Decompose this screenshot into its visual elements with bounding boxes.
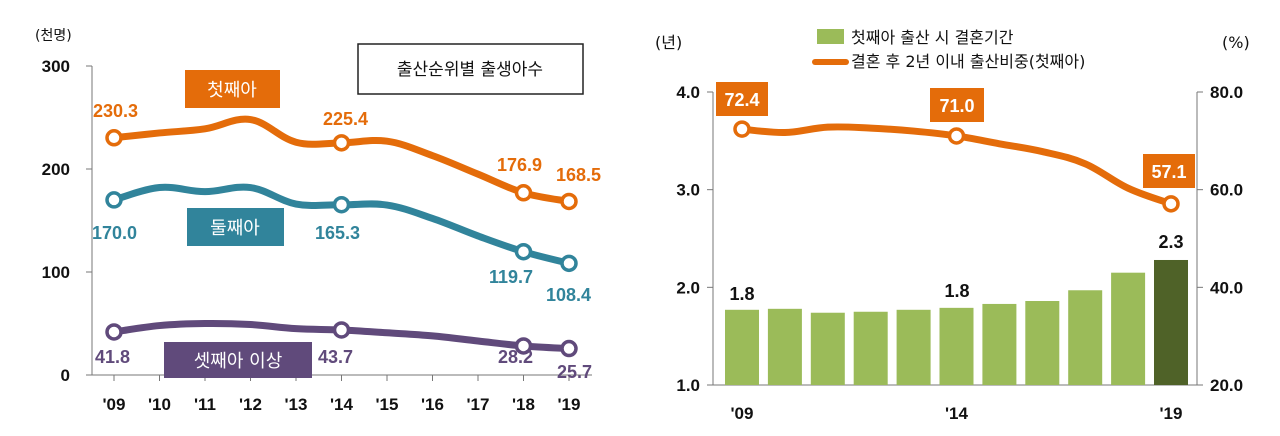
line-data-label: 71.0 <box>939 96 974 116</box>
data-label: 230.3 <box>93 101 138 121</box>
bar <box>1111 272 1146 385</box>
left-title-box <box>357 43 584 95</box>
series-marker <box>560 254 578 273</box>
legend-bar-swatch <box>817 29 844 44</box>
series-marker <box>514 184 533 202</box>
right-line-series <box>733 120 1180 213</box>
left-y-unit: (천명) <box>35 28 72 44</box>
left-x-axis: '09 '10 '11 '12 '13 '14 '15 '16 '17 '18 '19 <box>103 375 581 414</box>
y-right-tick-label: 40.0 <box>1210 278 1243 297</box>
y-right-tick-label: 60.0 <box>1210 181 1243 200</box>
y-left-tick-label: 3.0 <box>676 181 700 200</box>
series-marker <box>105 129 123 147</box>
series-marker <box>560 339 578 358</box>
x-tick-label: '17 <box>467 395 490 414</box>
data-label: 28.2 <box>498 347 533 367</box>
bar <box>1068 290 1103 385</box>
y-left-tick-label: 4.0 <box>676 83 700 102</box>
series-label-third-child: 셋째아 이상 <box>194 351 283 372</box>
data-label: 176.9 <box>497 155 542 175</box>
series-marker <box>514 337 533 355</box>
series-marker <box>332 195 351 214</box>
data-label: 108.4 <box>546 285 591 305</box>
legend-bar-label: 첫째아 출산 시 결혼기간 <box>851 28 1014 47</box>
bar <box>725 309 759 385</box>
x-tick-label: '16 <box>421 395 444 414</box>
data-label: 41.8 <box>95 347 130 367</box>
bar <box>810 312 845 385</box>
x-tick-label: '18 <box>512 395 535 414</box>
y-tick-label: 300 <box>42 57 70 76</box>
x-tick-label: '11 <box>194 395 216 414</box>
series-label-first-child: 첫째아 <box>207 80 257 101</box>
bar-data-label: 2.3 <box>1158 232 1183 252</box>
series-marker <box>332 134 351 152</box>
x-tick-label: '13 <box>285 395 308 414</box>
right-bars <box>725 259 1188 385</box>
right-chart: (년) (%) 첫째아 출산 시 결혼기간 결혼 후 2년 이내 출산비중(첫째… <box>655 28 1250 423</box>
bar <box>1025 301 1060 385</box>
series-marker <box>560 192 578 211</box>
line-data-label: 72.4 <box>724 90 759 110</box>
y-tick-label: 100 <box>42 263 70 282</box>
data-label: 25.7 <box>557 362 592 382</box>
x-tick-label: '19 <box>558 395 581 414</box>
series-marker <box>514 242 533 261</box>
line-label-box <box>930 88 984 122</box>
data-label: 43.7 <box>318 347 353 367</box>
series-marker <box>105 191 123 209</box>
legend-line-label: 결혼 후 2년 이내 출산비중(첫째아) <box>851 52 1085 71</box>
series-marker <box>105 323 123 341</box>
right-y-left-unit: (년) <box>655 33 682 52</box>
bar <box>853 311 888 385</box>
line-label-box <box>1143 154 1195 188</box>
x-tick-label: '19 <box>1160 404 1183 423</box>
data-label: 170.0 <box>92 223 137 243</box>
series-box-first-child <box>185 70 280 108</box>
x-tick-label: '10 <box>148 395 171 414</box>
data-label: 168.5 <box>556 165 601 185</box>
x-tick-label: '12 <box>239 395 262 414</box>
bar <box>767 308 802 385</box>
y-tick-label: 200 <box>42 160 70 179</box>
series-marker <box>733 120 751 138</box>
x-tick-label: '09 <box>731 404 754 423</box>
series-marker <box>947 127 966 145</box>
series-marker <box>1162 195 1180 213</box>
bar <box>982 303 1017 385</box>
series-marker <box>332 321 351 339</box>
line-label-box <box>716 82 768 116</box>
bar <box>939 307 974 385</box>
y-tick-label: 0 <box>61 366 70 385</box>
series-label-second-child: 둘째아 <box>210 218 260 239</box>
bar-data-label: 1.8 <box>729 284 754 304</box>
left-chart-title: 출산순위별 출생아수 <box>397 60 543 80</box>
bar <box>896 309 931 385</box>
x-tick-label: '14 <box>945 404 968 423</box>
right-axes: 1.0 2.0 3.0 4.0 20.0 40.0 60.0 80.0 '09 '14 '19 <box>676 83 1243 423</box>
right-y-right-unit: (%) <box>1222 33 1250 52</box>
y-right-tick-label: 20.0 <box>1210 376 1243 395</box>
y-left-tick-label: 1.0 <box>676 376 700 395</box>
series-box-third-child <box>164 342 312 378</box>
data-label: 119.7 <box>489 267 533 287</box>
left-chart: (천명) 0 100 200 300 '09 '10 '11 '12 '13 '14 '15 '16… <box>35 28 601 414</box>
bar-data-label: 1.8 <box>944 281 969 301</box>
line-data-label: 57.1 <box>1151 162 1186 182</box>
y-left-tick-label: 2.0 <box>676 278 700 297</box>
x-tick-label: '14 <box>330 395 353 414</box>
x-tick-label: '15 <box>376 395 399 414</box>
data-label: 225.4 <box>323 109 368 129</box>
left-series-lines <box>105 115 578 358</box>
left-data-labels: 230.3 225.4 176.9 168.5 170.0 165.3 119.… <box>92 101 601 382</box>
x-tick-label: '09 <box>103 395 126 414</box>
bar <box>1154 259 1188 385</box>
series-box-second-child <box>187 208 284 246</box>
y-right-tick-label: 80.0 <box>1210 83 1243 102</box>
data-label: 165.3 <box>315 223 360 243</box>
left-y-axis: 0 100 200 300 <box>42 57 92 385</box>
